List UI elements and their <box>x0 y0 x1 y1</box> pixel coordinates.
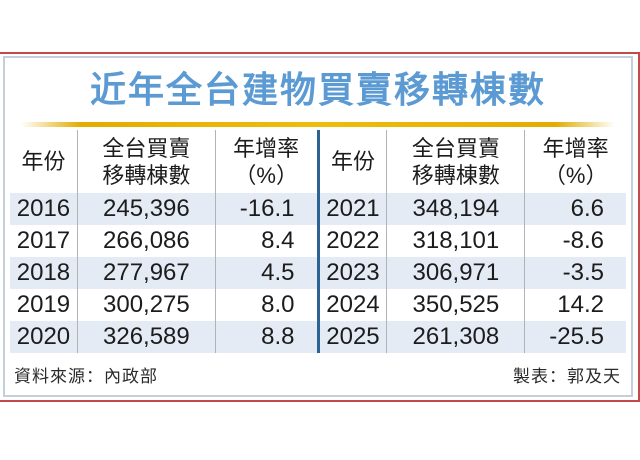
volume-cell: 261,308 <box>386 321 525 353</box>
table-row: 2019 300,275 8.0 <box>10 289 317 321</box>
header-year-label: 年份 <box>21 149 66 174</box>
rate-cell: 6.6 <box>524 193 626 225</box>
rate-cell: 8.4 <box>214 225 317 257</box>
table-row: 2020 326,589 8.8 <box>10 321 317 353</box>
tables-area: 年份 全台買賣 移轉棟數 年增率 （%） 2016 245,396 -16.1 201… <box>10 130 626 353</box>
header-rate-line2: （%） <box>543 162 608 188</box>
year-cell: 2022 <box>326 227 380 254</box>
header-rate: 年增率 （%） <box>524 130 626 193</box>
year-cell: 2023 <box>326 259 380 286</box>
year-cell: 2021 <box>326 195 380 222</box>
header-volume-line1: 全台買賣 <box>102 135 191 161</box>
table-row: 2021 348,194 6.6 <box>319 193 626 225</box>
year-cell: 2017 <box>16 227 71 254</box>
table-row: 2022 318,101 -8.6 <box>319 225 626 257</box>
header-volume-line2: 移轉棟數 <box>102 162 191 188</box>
volume-cell: 326,589 <box>76 321 216 353</box>
header-rate-line1: 年增率 <box>542 135 609 161</box>
year-cell: 2020 <box>16 323 71 350</box>
table-row: 2023 306,971 -3.5 <box>319 257 626 289</box>
table-row: 2025 261,308 -25.5 <box>319 321 626 353</box>
table-row: 2018 277,967 4.5 <box>10 257 317 289</box>
table-row: 2024 350,525 14.2 <box>319 289 626 321</box>
table-row: 2016 245,396 -16.1 <box>10 193 317 225</box>
year-cell: 2018 <box>16 259 71 286</box>
header-year: 年份 <box>10 130 78 193</box>
source-note: 資料來源：內政部 <box>14 367 158 386</box>
header-volume-line2: 移轉棟數 <box>411 162 500 188</box>
year-cell: 2024 <box>326 291 380 318</box>
table-left-2016-2020: 年份 全台買賣 移轉棟數 年增率 （%） 2016 245,396 -16.1 201… <box>10 130 317 353</box>
header-row: 年份 全台買賣 移轉棟數 年增率 （%） <box>319 130 626 193</box>
table-right-2021-2025: 年份 全台買賣 移轉棟數 年增率 （%） 2021 348,194 6.6 2022 3… <box>319 130 626 353</box>
header-rate-line2: （%） <box>234 162 298 188</box>
rate-cell: -25.5 <box>524 321 626 353</box>
rate-cell: 14.2 <box>524 289 626 321</box>
volume-cell: 348,194 <box>386 193 525 225</box>
footer: 資料來源：內政部 製表：郭及天 <box>14 362 621 387</box>
year-cell: 2016 <box>16 195 71 222</box>
rate-cell: 4.5 <box>214 257 317 289</box>
header-volume: 全台買賣 移轉棟數 <box>386 130 525 193</box>
infographic-card: 近年全台建物買賣移轉棟數 年份 全台買賣 移轉棟數 年增率 （%） <box>3 56 633 397</box>
volume-cell: 277,967 <box>76 257 216 289</box>
header-year: 年份 <box>319 130 387 193</box>
rate-cell: -16.1 <box>214 193 317 225</box>
volume-cell: 350,525 <box>386 289 525 321</box>
header-row: 年份 全台買賣 移轉棟數 年增率 （%） <box>10 130 317 193</box>
volume-cell: 266,086 <box>76 225 216 257</box>
table-row: 2017 266,086 8.4 <box>10 225 317 257</box>
volume-cell: 300,275 <box>76 289 216 321</box>
page-title: 近年全台建物買賣移轉棟數 <box>89 69 546 110</box>
blue-vertical-divider <box>316 130 320 353</box>
header-year-label: 年份 <box>330 149 375 174</box>
rate-cell: 8.0 <box>214 289 317 321</box>
year-cell: 2019 <box>16 291 71 318</box>
header-rate-line1: 年增率 <box>233 135 300 161</box>
volume-cell: 306,971 <box>386 257 525 289</box>
header-volume: 全台買賣 移轉棟數 <box>76 130 216 193</box>
gold-divider <box>21 122 615 127</box>
header-rate: 年增率 （%） <box>214 130 317 193</box>
volume-cell: 245,396 <box>76 193 216 225</box>
credit-note: 製表：郭及天 <box>513 367 621 386</box>
header-volume-line1: 全台買賣 <box>411 135 500 161</box>
volume-cell: 318,101 <box>386 225 525 257</box>
year-cell: 2025 <box>326 323 380 350</box>
rate-cell: 8.8 <box>214 321 317 353</box>
rate-cell: -8.6 <box>524 225 626 257</box>
rate-cell: -3.5 <box>524 257 626 289</box>
